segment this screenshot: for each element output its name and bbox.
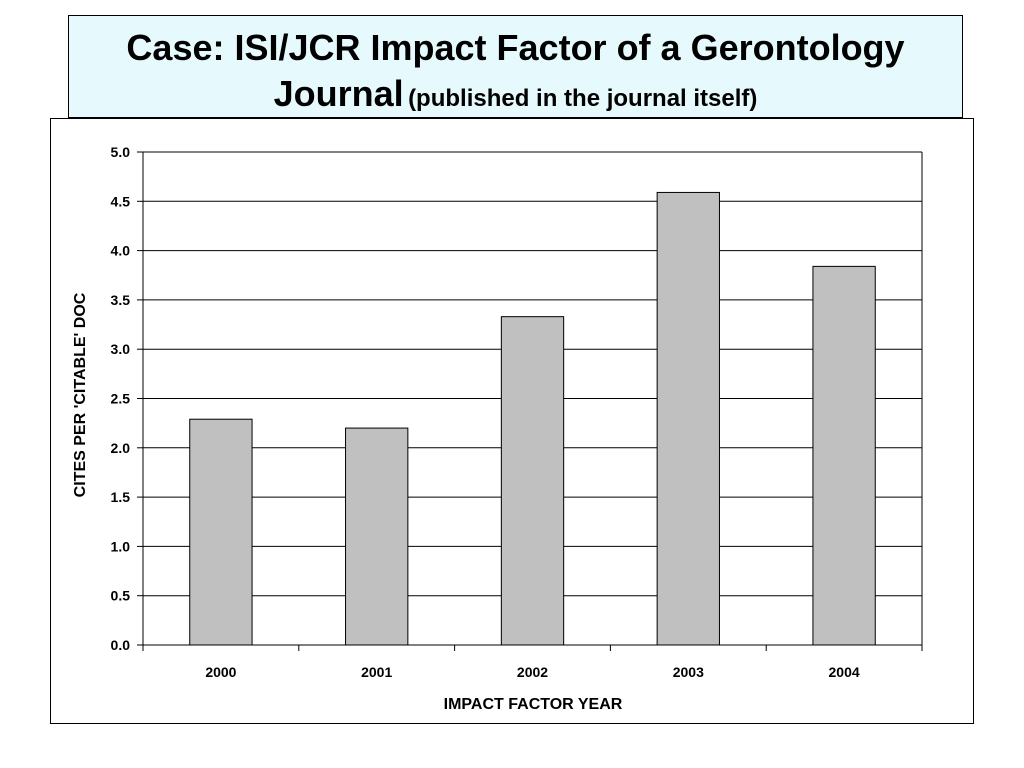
bar-chart: 0.0 0.5 1.0 1.5 2.0 2.5 3.0 3.5 4.0 4.5 5.0 2000 200… xyxy=(72,144,923,713)
y-tick-label: 4.5 xyxy=(111,193,131,209)
y-tick-label: 0.0 xyxy=(111,637,131,653)
y-axis-title: CITES PER 'CITABLE' DOC xyxy=(72,292,89,497)
y-tick-label: 5.0 xyxy=(111,144,131,160)
tick-labels: 0.0 0.5 1.0 1.5 2.0 2.5 3.0 3.5 4.0 4.5 5.0 2000 200… xyxy=(111,144,860,680)
bar xyxy=(656,191,720,646)
slide-title-line-1: Case: ISI/JCR Impact Factor of a Geronto… xyxy=(126,27,905,68)
y-tick-label: 3.0 xyxy=(111,341,131,357)
x-tick-label: 2001 xyxy=(361,664,392,680)
y-tick-label: 2.0 xyxy=(111,440,131,456)
y-tick-label: 1.5 xyxy=(111,489,131,505)
y-tick-label: 0.5 xyxy=(111,588,131,604)
y-tick-label: 3.5 xyxy=(111,292,131,308)
x-tick-label: 2003 xyxy=(673,664,704,680)
y-tick-label: 2.5 xyxy=(111,391,131,407)
bar xyxy=(812,265,876,646)
slide-title-journal: Journal xyxy=(273,73,404,114)
x-axis-title: IMPACT FACTOR YEAR xyxy=(444,696,623,713)
axes xyxy=(137,151,923,651)
bars xyxy=(189,191,876,646)
x-tick-label: 2002 xyxy=(517,664,548,680)
title-box: Case: ISI/JCR Impact Factor of a Geronto… xyxy=(68,15,963,118)
y-tick-label: 1.0 xyxy=(111,538,131,554)
slide-subtitle: (published in the journal itself) xyxy=(408,85,758,112)
y-tick-label: 4.0 xyxy=(111,243,131,259)
bar xyxy=(345,427,409,646)
x-tick-label: 2000 xyxy=(205,664,236,680)
bar xyxy=(500,316,565,646)
slide-title-line-2: Journal (published in the journal itself… xyxy=(69,72,962,124)
bar xyxy=(189,418,253,646)
x-tick-label: 2004 xyxy=(829,664,860,680)
chart-panel: 0.0 0.5 1.0 1.5 2.0 2.5 3.0 3.5 4.0 4.5 5.0 2000 200… xyxy=(50,118,974,724)
